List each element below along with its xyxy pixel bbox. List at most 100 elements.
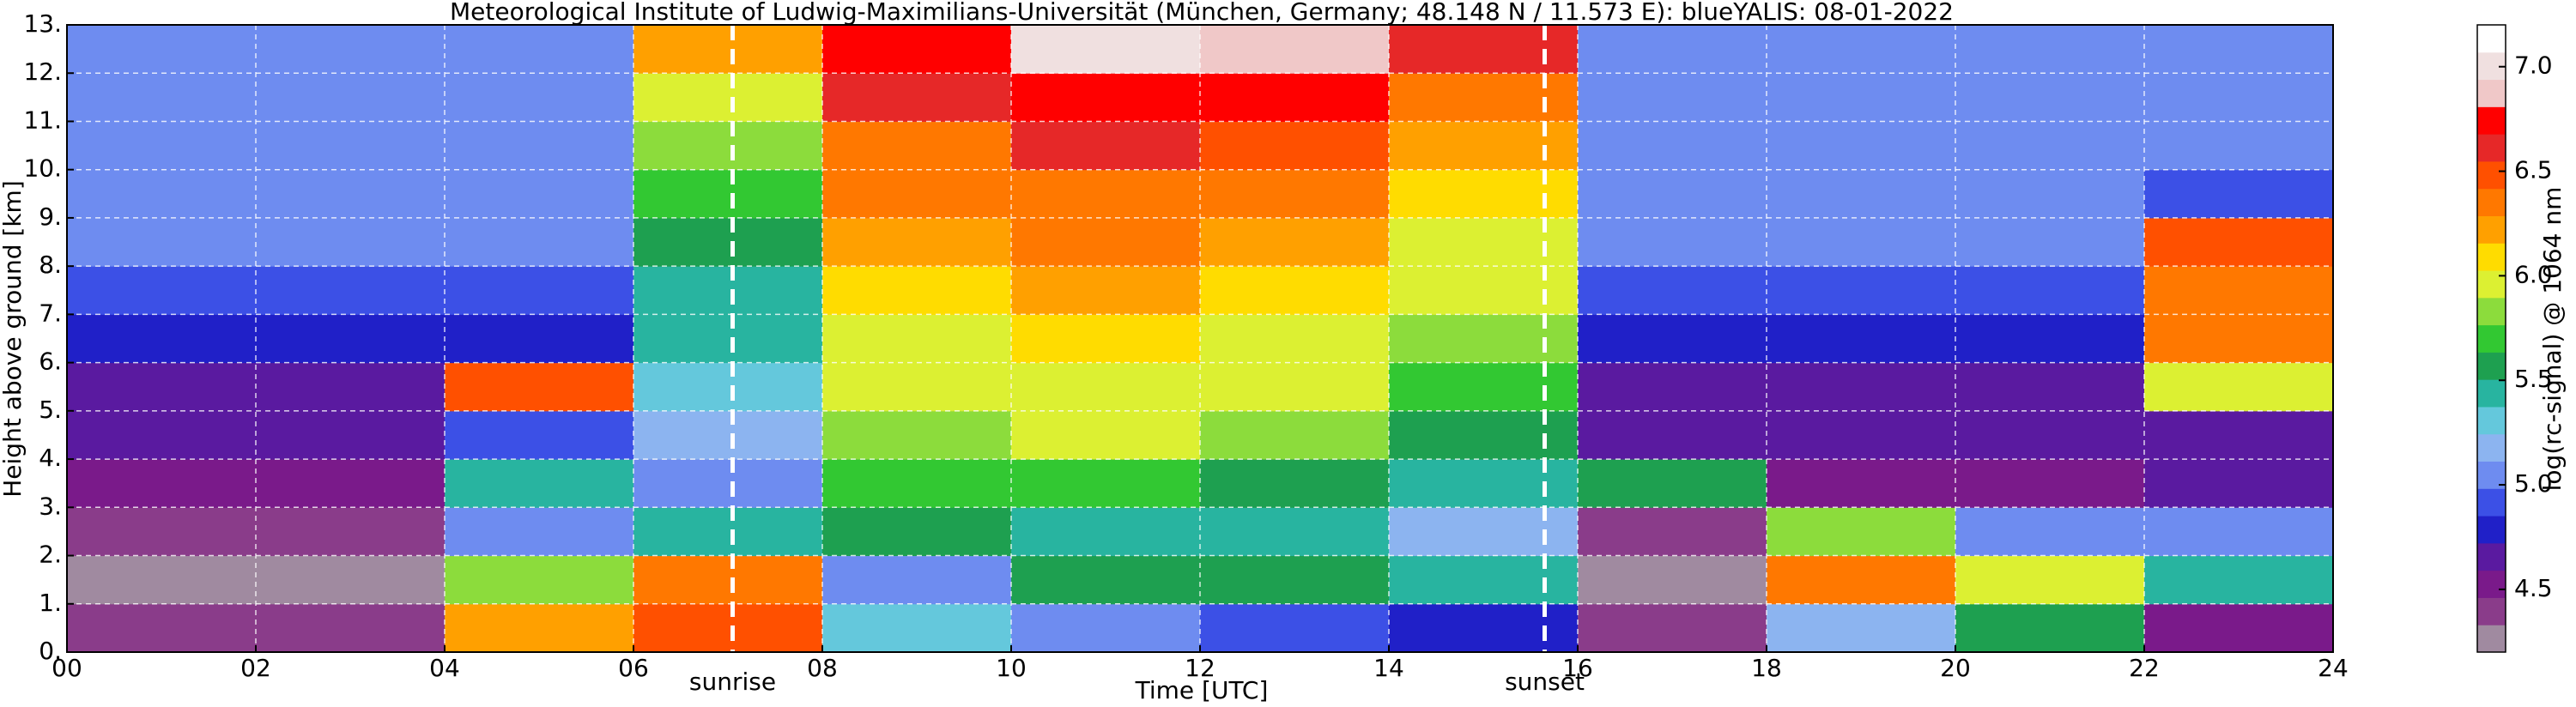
x-axis-label: Time [UTC] bbox=[1135, 676, 1269, 704]
heatmap-cell bbox=[822, 25, 1012, 74]
heatmap-cell bbox=[1389, 217, 1579, 267]
heatmap-cell bbox=[445, 169, 634, 219]
heatmap-cell bbox=[633, 507, 823, 557]
heatmap-cell bbox=[2144, 555, 2334, 605]
colorbar-segment bbox=[2477, 270, 2506, 299]
colorbar-segment bbox=[2477, 25, 2506, 53]
colorbar-frame bbox=[2476, 24, 2506, 653]
colorbar-segment bbox=[2477, 215, 2506, 244]
heatmap-cell bbox=[1389, 169, 1579, 219]
x-tick-label: 00 bbox=[52, 654, 82, 682]
heatmap-cell bbox=[1955, 169, 2145, 219]
heatmap-cell bbox=[1011, 73, 1201, 122]
heatmap-cell bbox=[256, 25, 445, 74]
heatmap-cell bbox=[67, 121, 257, 171]
y-tick-label: 7. bbox=[39, 299, 62, 327]
heatmap-cell bbox=[1200, 507, 1390, 557]
colorbar-tick-label: 5.5 bbox=[2514, 365, 2553, 393]
heatmap-cell bbox=[1200, 73, 1390, 122]
heatmap-cell bbox=[822, 603, 1012, 653]
heatmap-cell bbox=[67, 362, 257, 412]
heatmap-cell bbox=[67, 410, 257, 460]
heatmap-cell bbox=[67, 507, 257, 557]
heatmap-cell bbox=[1578, 555, 1767, 605]
heatmap-cell bbox=[1767, 507, 1956, 557]
heatmap-cell bbox=[256, 266, 445, 315]
heatmap-cell bbox=[633, 314, 823, 364]
heatmap-cell bbox=[633, 555, 823, 605]
heatmap-cell bbox=[822, 362, 1012, 412]
heatmap-cell bbox=[1389, 507, 1579, 557]
colorbar-tick-label: 5.0 bbox=[2514, 469, 2553, 498]
heatmap-cell bbox=[1011, 603, 1201, 653]
annotation-label: sunrise bbox=[689, 668, 776, 696]
heatmap-cell bbox=[1389, 25, 1579, 74]
heatmap-cell bbox=[445, 603, 634, 653]
heatmap-cell bbox=[633, 266, 823, 315]
colorbar-segment bbox=[2477, 597, 2506, 625]
y-tick-label: 9. bbox=[39, 202, 62, 231]
heatmap-cell bbox=[256, 555, 445, 605]
heatmap-cell bbox=[2144, 73, 2334, 122]
heatmap-cell bbox=[1389, 555, 1579, 605]
plot-frame bbox=[66, 24, 2334, 653]
x-tick-label: 24 bbox=[2318, 654, 2349, 682]
y-tick-label: 12. bbox=[23, 57, 62, 86]
colorbar-segment bbox=[2477, 160, 2506, 190]
colorbar-tick-label: 6.0 bbox=[2514, 260, 2553, 288]
heatmap-cell bbox=[445, 555, 634, 605]
colorbar-segment bbox=[2477, 379, 2506, 408]
heatmap-cell bbox=[445, 362, 634, 412]
heatmap-cell bbox=[822, 507, 1012, 557]
heatmap-cell bbox=[67, 25, 257, 74]
colorbar-tick-label: 7.0 bbox=[2514, 51, 2553, 80]
heatmap-cell bbox=[67, 217, 257, 267]
colorbar-segment bbox=[2477, 79, 2506, 107]
x-tick-label: 06 bbox=[618, 654, 649, 682]
heatmap-cell bbox=[1955, 555, 2145, 605]
heatmap-cell bbox=[633, 362, 823, 412]
heatmap-cell bbox=[1200, 459, 1390, 508]
heatmap-cell bbox=[1955, 410, 2145, 460]
heatmap-cell bbox=[2144, 25, 2334, 74]
heatmap-cell bbox=[445, 266, 634, 315]
heatmap-cell bbox=[633, 459, 823, 508]
heatmap-cell bbox=[1011, 555, 1201, 605]
colorbar-segment bbox=[2477, 516, 2506, 544]
heatmap-cell bbox=[633, 217, 823, 267]
heatmap-cell bbox=[1955, 507, 2145, 557]
heatmap-cell bbox=[1767, 603, 1956, 653]
heatmap-cell bbox=[2144, 314, 2334, 364]
colorbar-segment bbox=[2477, 243, 2506, 271]
heatmap-cell bbox=[1578, 73, 1767, 122]
heatmap-cell bbox=[1578, 169, 1767, 219]
heatmap-cell bbox=[822, 410, 1012, 460]
heatmap-cell bbox=[1578, 603, 1767, 653]
heatmap-cell bbox=[1578, 266, 1767, 315]
heatmap-cell bbox=[67, 73, 257, 122]
y-tick-label: 10. bbox=[23, 154, 62, 183]
colorbar-segment bbox=[2477, 188, 2506, 216]
heatmap-cell bbox=[67, 314, 257, 364]
heatmap-cell bbox=[2144, 169, 2334, 219]
y-tick-label: 2. bbox=[39, 541, 62, 569]
colorbar-segment bbox=[2477, 406, 2506, 435]
heatmap-cell bbox=[822, 121, 1012, 171]
heatmap-cell bbox=[1200, 217, 1390, 267]
heatmap-cell bbox=[1011, 410, 1201, 460]
heatmap-cell bbox=[1955, 459, 2145, 508]
heatmap-cell bbox=[822, 266, 1012, 315]
heatmap-cell bbox=[1011, 314, 1201, 364]
heatmap-cell bbox=[633, 410, 823, 460]
heatmap-cell bbox=[1955, 603, 2145, 653]
heatmap-cell bbox=[1011, 362, 1201, 412]
colorbar-segment bbox=[2477, 324, 2506, 353]
y-tick-label: 4. bbox=[39, 444, 62, 472]
colorbar-label: log(rc-signal) @ 1064 nm bbox=[2538, 187, 2567, 492]
heatmap-cell bbox=[1578, 314, 1767, 364]
colorbar-tick-label: 6.5 bbox=[2514, 156, 2553, 184]
heatmap-cell bbox=[1955, 73, 2145, 122]
heatmap-cell bbox=[633, 603, 823, 653]
heatmap-cell bbox=[1578, 507, 1767, 557]
colorbar-segment bbox=[2477, 488, 2506, 517]
